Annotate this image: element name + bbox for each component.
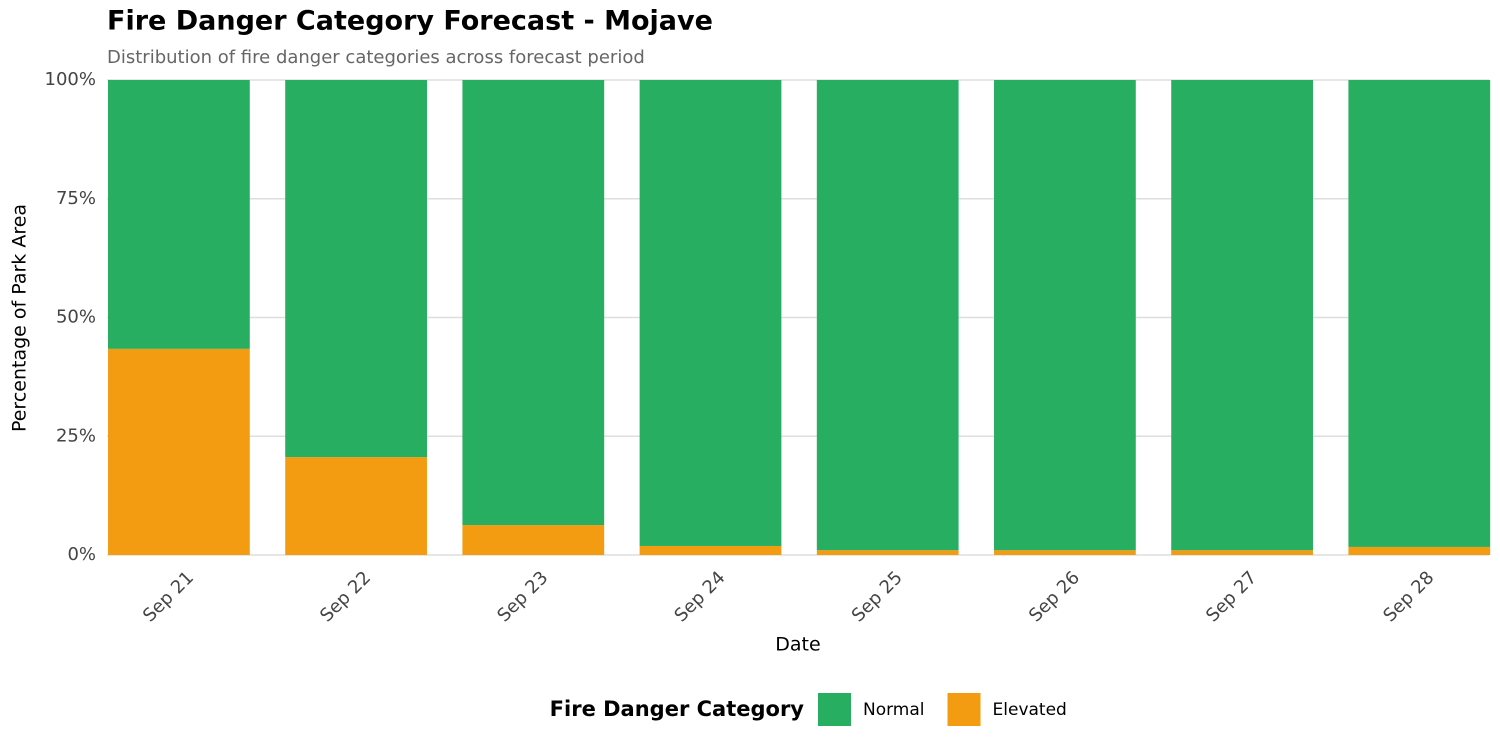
chart-subtitle: Distribution of fire danger categories a… bbox=[107, 47, 645, 68]
legend-label: Elevated bbox=[993, 700, 1067, 720]
bar-segment bbox=[639, 545, 782, 555]
bar-segment bbox=[462, 80, 605, 526]
x-tick-label: Sep 28 bbox=[1379, 567, 1438, 626]
bar-segment bbox=[108, 80, 250, 349]
legend-swatch bbox=[818, 693, 851, 726]
bar-segment bbox=[639, 80, 782, 546]
bar-segment bbox=[1171, 80, 1313, 551]
legend-title: Fire Danger Category bbox=[550, 697, 805, 721]
bar-segment bbox=[285, 80, 427, 458]
bar-segment bbox=[285, 457, 427, 555]
y-tick-label: 0% bbox=[67, 544, 96, 565]
x-tick-label: Sep 22 bbox=[316, 567, 375, 626]
x-tick-label: Sep 26 bbox=[1025, 567, 1084, 626]
y-tick-label: 75% bbox=[56, 188, 96, 209]
chart-title: Fire Danger Category Forecast - Mojave bbox=[107, 6, 713, 37]
x-tick-label: Sep 23 bbox=[493, 567, 552, 626]
bar-segment bbox=[994, 550, 1136, 555]
legend-label: Normal bbox=[863, 700, 925, 720]
y-tick-label: 100% bbox=[45, 69, 96, 90]
x-axis-title: Date bbox=[775, 634, 820, 656]
legend-swatch bbox=[947, 693, 981, 726]
bar-segment bbox=[1348, 80, 1491, 547]
bar-segment bbox=[462, 525, 605, 555]
x-tick-label: Sep 24 bbox=[670, 567, 729, 626]
bar-segment bbox=[994, 80, 1136, 551]
y-tick-label: 50% bbox=[56, 307, 96, 328]
bar-segment bbox=[108, 348, 250, 555]
bar-segment bbox=[816, 80, 959, 551]
y-axis-title: Percentage of Park Area bbox=[9, 204, 31, 432]
bar-segment bbox=[1171, 550, 1313, 555]
bar-segment bbox=[816, 550, 959, 555]
x-tick-label: Sep 21 bbox=[139, 567, 198, 626]
x-tick-label: Sep 27 bbox=[1202, 567, 1261, 626]
x-tick-label: Sep 25 bbox=[848, 567, 907, 626]
y-tick-label: 25% bbox=[56, 425, 96, 446]
bar-segment bbox=[1348, 546, 1491, 555]
